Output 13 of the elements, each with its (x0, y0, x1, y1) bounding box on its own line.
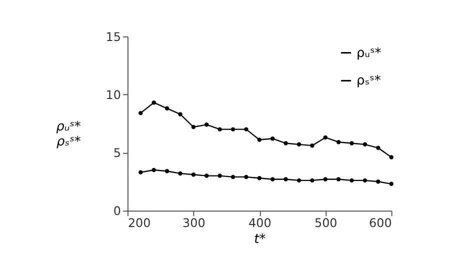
y-tick-label: 5 (113, 146, 121, 160)
x-tick-label: 300 (182, 216, 206, 230)
y-tick-label: 10 (106, 88, 121, 102)
x-axis-title: t* (254, 232, 266, 248)
x-tick-label: 500 (314, 216, 338, 230)
legend-label: ρᵤˢ* (356, 46, 382, 61)
x-tick-label: 200 (128, 216, 151, 230)
x-tick-label: 400 (248, 216, 272, 230)
y-tick-label: 15 (106, 30, 121, 44)
legend-label: ρₛˢ* (356, 74, 382, 89)
y-axis-title: ρᵤˢ* ρₛˢ* (56, 119, 82, 150)
x-tick-label: 600 (369, 216, 392, 230)
y-tick-label: 0 (113, 204, 121, 218)
